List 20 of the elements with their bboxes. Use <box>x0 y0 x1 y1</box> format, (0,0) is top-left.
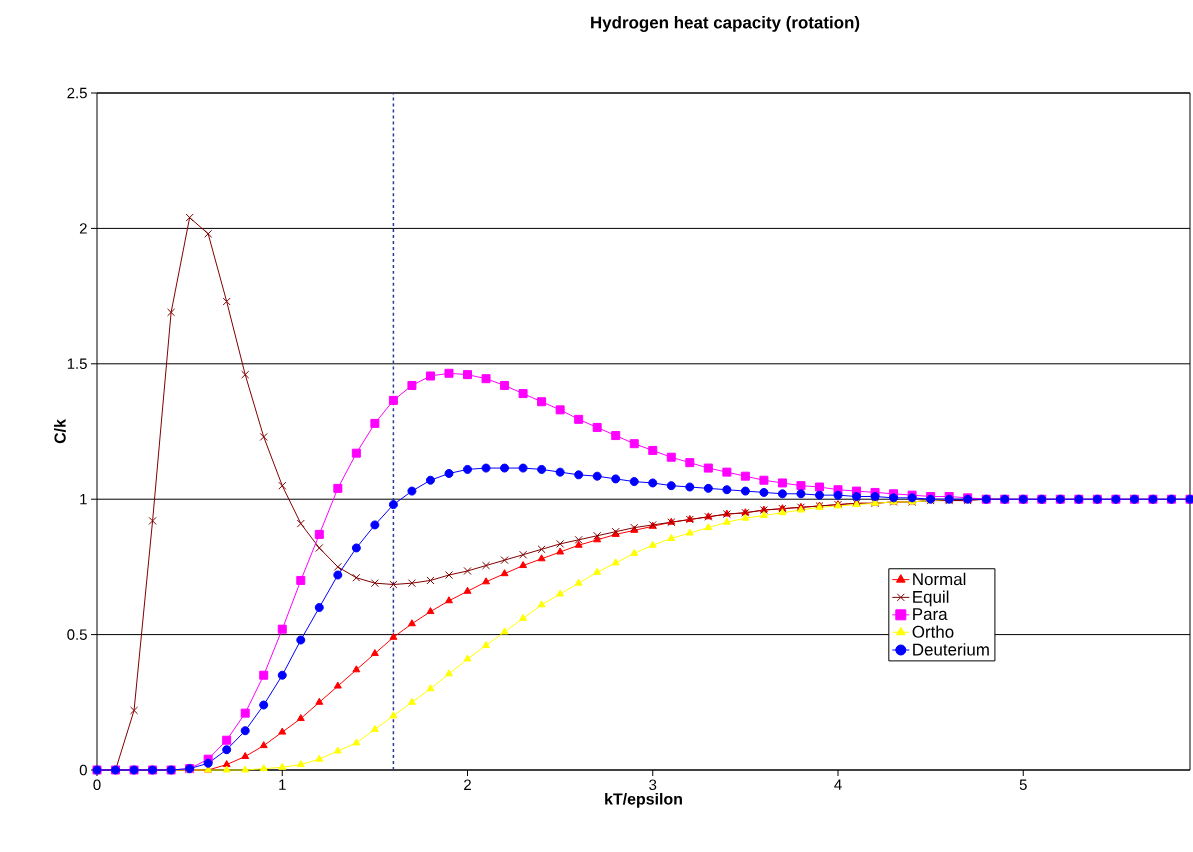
y-axis-title: C/k <box>54 419 66 444</box>
x-tick-label: 4 <box>834 779 842 790</box>
legend-label: Ortho <box>912 625 954 638</box>
y-tick-label: 1.5 <box>67 358 87 370</box>
legend-label: Para <box>913 608 948 621</box>
x-tick-label: 3 <box>649 779 657 791</box>
y-tick-label: 1 <box>80 494 87 505</box>
legend-label: Equil <box>913 590 949 607</box>
x-tick-label: 2 <box>464 779 471 790</box>
chart-title: Hydrogen heat capacity (rotation) <box>591 16 860 32</box>
x-tick-label: 1 <box>279 779 286 790</box>
legend-label: Normal <box>913 572 966 586</box>
x-tick-label: 0 <box>93 779 101 791</box>
y-tick-label: 0.5 <box>67 629 87 640</box>
y-tick-label: 2.5 <box>67 87 87 99</box>
y-tick-label: 2 <box>79 223 87 234</box>
x-tick-label: 5 <box>1019 779 1027 790</box>
x-axis-title: kT/epsilon <box>605 792 682 808</box>
legend-label: Deuterium <box>913 643 989 656</box>
y-tick-label: 0 <box>79 764 87 776</box>
